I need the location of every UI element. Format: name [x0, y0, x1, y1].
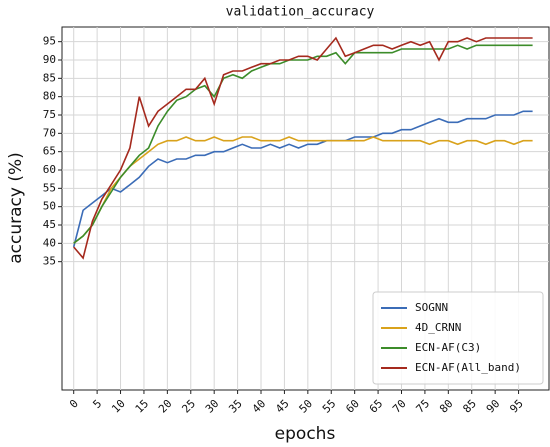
y-tick-label: 90: [43, 53, 56, 66]
x-tick-label: 0: [67, 397, 81, 411]
x-tick-label: 70: [390, 397, 409, 416]
series-line: [73, 44, 533, 244]
x-tick-label: 10: [109, 397, 128, 416]
x-tick-label: 65: [367, 397, 386, 416]
y-tick-label: 65: [43, 145, 56, 158]
y-tick-label: 50: [43, 200, 56, 213]
x-tick-label: 50: [297, 397, 316, 416]
x-tick-label: 40: [250, 397, 269, 416]
legend-label: 4D_CRNN: [415, 321, 461, 334]
y-tick-label: 85: [43, 71, 56, 84]
y-tick-label: 75: [43, 108, 56, 121]
x-axis-label: epochs: [275, 424, 336, 444]
legend-label: ECN-AF(C3): [415, 341, 481, 354]
y-tick-label: 55: [43, 181, 56, 194]
y-tick-label: 35: [43, 255, 56, 268]
y-tick-label: 80: [43, 90, 56, 103]
y-tick-label: 40: [43, 236, 56, 249]
x-tick-label: 90: [484, 397, 503, 416]
x-tick-label: 15: [133, 397, 152, 416]
y-tick-label: 45: [43, 218, 56, 231]
chart-title: validation_accuracy: [226, 5, 375, 20]
series-line: [72, 110, 533, 248]
x-tick-label: 60: [343, 397, 362, 416]
x-tick-label: 30: [203, 397, 222, 416]
legend-label: ECN-AF(All_band): [415, 361, 521, 374]
x-tick-label: 80: [437, 397, 456, 416]
x-tick-label: 5: [90, 397, 104, 411]
y-tick-label: 95: [43, 35, 56, 48]
x-tick-label: 85: [460, 397, 479, 416]
plot-frame: [61, 26, 550, 391]
x-tick-label: 25: [179, 397, 198, 416]
legend-label: SOGNN: [415, 301, 448, 314]
x-tick-label: 45: [273, 397, 292, 416]
series-line: [73, 36, 533, 260]
y-axis-label: accuracy (%): [6, 152, 26, 264]
x-tick-label: 95: [507, 397, 526, 416]
x-tick-label: 75: [414, 397, 433, 416]
y-tick-label: 70: [43, 126, 56, 139]
y-tick-label: 60: [43, 163, 56, 176]
legend-box: [372, 291, 544, 385]
series-line: [73, 136, 533, 244]
x-tick-label: 55: [320, 397, 339, 416]
x-tick-label: 35: [226, 397, 245, 416]
x-tick-label: 20: [156, 397, 175, 416]
